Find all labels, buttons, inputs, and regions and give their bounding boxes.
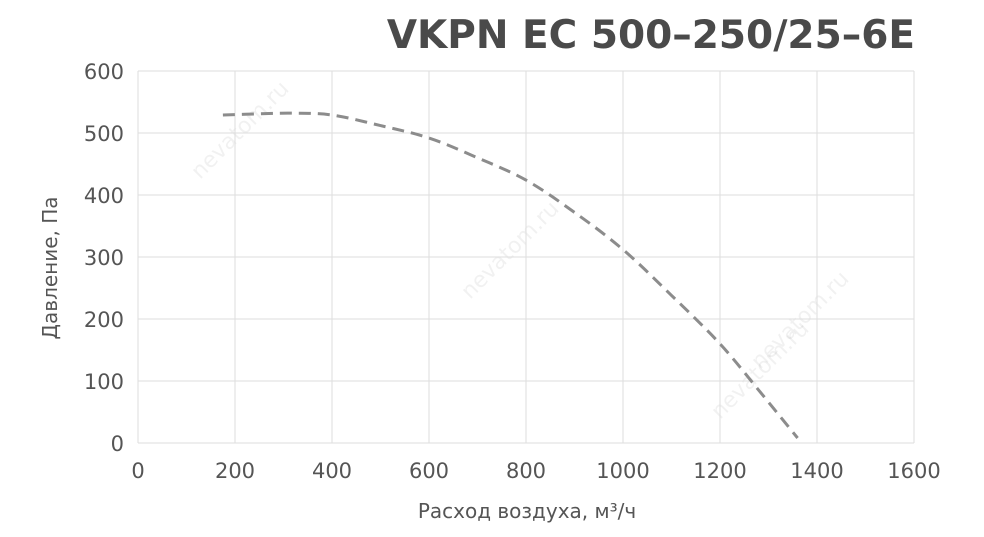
y-tick-label: 300 — [84, 246, 124, 270]
watermark-text: nevatom.ru — [747, 266, 855, 374]
x-tick-label: 600 — [409, 459, 449, 483]
watermark-text: nevatom.ru — [457, 196, 565, 304]
y-tick-label: 200 — [84, 308, 124, 332]
x-axis-label: Расход воздуха, м³/ч — [418, 499, 636, 523]
series-line — [222, 111, 799, 439]
watermark-text: nevatom.ru — [187, 76, 295, 184]
x-tick-label: 1400 — [790, 459, 843, 483]
x-axis-ticks: 0 200 400 600 800 1000 1200 1400 1600 — [131, 459, 940, 483]
y-tick-label: 600 — [84, 60, 124, 84]
x-tick-label: 1000 — [596, 459, 649, 483]
grid — [137, 70, 915, 444]
x-tick-label: 1200 — [693, 459, 746, 483]
y-tick-label: 500 — [84, 122, 124, 146]
y-tick-label: 400 — [84, 184, 124, 208]
y-tick-label: 100 — [84, 370, 124, 394]
x-tick-label: 200 — [215, 459, 255, 483]
chart-title: VKPN EC 500–250/25–6E — [387, 13, 915, 58]
y-axis-label: Давление, Па — [38, 196, 62, 339]
x-tick-label: 800 — [506, 459, 546, 483]
y-tick-label: 0 — [111, 432, 124, 456]
x-tick-label: 400 — [312, 459, 352, 483]
y-axis-ticks: 0 100 200 300 400 500 600 — [84, 60, 124, 456]
series-layer — [222, 111, 799, 439]
x-tick-label: 0 — [131, 459, 144, 483]
x-tick-label: 1600 — [887, 459, 940, 483]
